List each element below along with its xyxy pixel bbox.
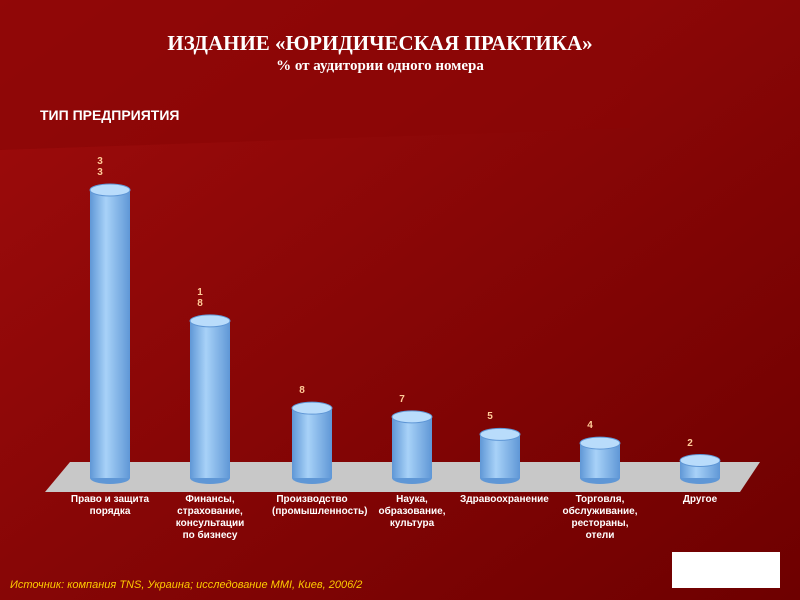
- header-panel: [0, 0, 630, 150]
- bar-top: [479, 427, 521, 441]
- category-label: Здравоохранение: [460, 494, 549, 505]
- section-label: ТИП ПРЕДПРИЯТИЯ: [40, 107, 179, 123]
- subtitle: % от аудитории одного номера: [276, 58, 484, 74]
- bar: [292, 408, 332, 478]
- value-label: 8: [299, 385, 305, 397]
- bar-top: [89, 183, 131, 197]
- bar: [190, 320, 230, 478]
- category-label: Наука, образование, культура: [378, 494, 446, 529]
- value-label: 33: [97, 156, 103, 178]
- title: ИЗДАНИЕ «ЮРИДИЧЕСКАЯ ПРАКТИКА»: [167, 31, 592, 55]
- bar-top: [579, 436, 621, 450]
- bar: [90, 190, 130, 478]
- value-label: 5: [487, 411, 493, 423]
- bar: [392, 416, 432, 478]
- bar-top: [391, 410, 433, 424]
- category-label: Торговля, обслуживание, рестораны, отели: [562, 494, 638, 541]
- bar-top: [291, 401, 333, 415]
- value-label: 18: [197, 286, 203, 309]
- value-label: 2: [687, 437, 693, 449]
- value-label: 4: [587, 420, 593, 432]
- bar: [480, 434, 520, 478]
- value-label: 7: [399, 393, 405, 405]
- bar-top: [679, 454, 721, 468]
- white-box: [672, 552, 780, 588]
- category-label: Финансы, страхование, консультации по би…: [175, 494, 245, 541]
- source: Источник: компания TNS, Украина; исследо…: [10, 579, 362, 591]
- bar-top: [189, 314, 231, 328]
- category-label: Право и защита порядка: [70, 494, 150, 517]
- category-label: Производство (промышленность): [272, 494, 368, 517]
- category-label: Другое: [682, 494, 718, 505]
